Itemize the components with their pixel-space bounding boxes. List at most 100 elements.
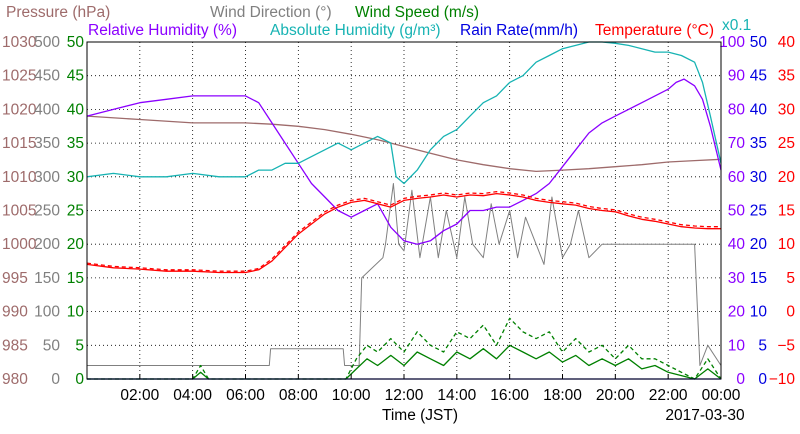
y-tick-label-pressure: 985 [2,337,28,354]
y-tick-label-relative-humidity: 40 [728,236,746,253]
y-tick-label-pressure: 1020 [2,101,37,118]
y-tick-label-relative-humidity: 60 [728,169,746,186]
y-tick-label-pressure: 990 [2,304,28,321]
legend-item: Pressure (hPa) [6,4,110,21]
y-tick-label-wind-speed: 15 [67,270,84,287]
x-axis: 02:00 04:00 06:00 08:00 10:00 12:00 14:00 16:00… [120,374,741,404]
legend: Pressure (hPa) Wind Direction (°) Wind Spe… [6,4,751,39]
y-tick-label-relative-humidity: 80 [728,101,746,118]
y-tick-label-temperature: 15 [778,203,795,220]
y-tick-label-wind-speed: 0 [75,371,84,388]
y-tick-label-wind-direction: 500 [34,34,60,51]
y-tick-label-temperature: 30 [778,101,796,118]
y-tick-label-wind-direction: 200 [34,236,60,253]
legend-item: Wind Direction (°) [210,4,332,21]
series-line-8 [86,190,721,272]
y-tick-label-pressure: 1015 [2,135,36,152]
x-tick-label: 12:00 [385,387,424,404]
y-tick-label-pressure: 995 [2,270,28,287]
y-tick-label-wind-direction: 250 [34,203,60,220]
y-tick-label-relative-humidity: 90 [728,68,746,85]
x-tick-label: 02:00 [120,387,159,404]
y-tick-label-temperature: −5 [777,337,795,354]
y-tick-label-rain-rate: 10 [750,304,768,321]
y-tick-label-temperature: 5 [786,270,795,287]
y-tick-label-wind-direction: 400 [34,101,60,118]
y-tick-label-wind-direction: 350 [34,135,60,152]
y-tick-label-rain-rate: 30 [750,169,768,186]
series-line-3 [87,317,722,380]
y-axes: 9809859909951000100510101015102010251030… [2,34,795,388]
y-tick-label-temperature: 40 [778,34,796,51]
x-tick-label: 00:00 [702,387,741,404]
y-tick-label-wind-direction: 100 [34,304,60,321]
y-tick-label-wind-direction: 0 [51,371,60,388]
y-tick-label-wind-direction: 300 [34,169,60,186]
x-axis-label: Time (JST) [382,407,458,424]
y-tick-label-wind-direction: 50 [43,337,61,354]
y-tick-label-pressure: 1025 [2,68,36,85]
y-tick-label-rain-rate: 5 [758,337,767,354]
plot-grid [87,42,721,379]
y-tick-label-wind-speed: 50 [67,34,85,51]
y-tick-label-pressure: 1030 [2,34,37,51]
y-tick-label-wind-speed: 20 [67,236,85,253]
y-tick-label-relative-humidity: 100 [719,34,745,51]
y-tick-label-temperature: 10 [778,236,796,253]
y-tick-label-relative-humidity: 50 [728,203,746,220]
series-line-4 [86,78,722,245]
y-tick-label-temperature: −10 [769,371,796,388]
x-tick-label: 08:00 [279,387,318,404]
legend-item: Temperature (°C) [595,22,714,39]
y-tick-label-rain-rate: 45 [750,68,767,85]
y-tick-label-wind-direction: 450 [34,68,60,85]
y-tick-label-pressure: 1005 [2,203,36,220]
x-tick-label: 20:00 [596,387,635,404]
y-tick-label-rain-rate: 25 [750,203,767,220]
y-tick-label-wind-speed: 40 [67,101,85,118]
y-tick-label-relative-humidity: 10 [728,337,746,354]
x-tick-label: 14:00 [437,387,476,404]
x-tick-label: 10:00 [332,387,371,404]
y-tick-label-wind-speed: 30 [67,169,85,186]
y-tick-label-temperature: 25 [778,135,795,152]
series-line-0 [86,115,722,173]
y-tick-label-relative-humidity: 0 [736,371,745,388]
y-tick-label-relative-humidity: 70 [728,135,746,152]
series-line-2 [87,344,722,380]
y-tick-label-pressure: 980 [2,371,28,388]
y-tick-label-temperature: 20 [778,169,796,186]
series-line-5 [86,41,722,185]
y-tick-label-wind-speed: 35 [67,135,84,152]
y-tick-label-relative-humidity: 20 [728,304,746,321]
x-tick-label: 22:00 [649,387,688,404]
y-tick-label-wind-speed: 5 [75,337,84,354]
legend-item: Wind Speed (m/s) [355,4,479,21]
y-tick-label-pressure: 1010 [2,169,37,186]
x-tick-label: 16:00 [490,387,529,404]
legend-item: Absolute Humidity (g/m³) [270,22,441,39]
date-label: 2017-03-30 [665,407,745,424]
y-tick-label-wind-direction: 150 [34,270,60,287]
series-line-1 [87,183,722,366]
y-tick-label-wind-speed: 45 [67,68,84,85]
y-tick-label-temperature: 35 [778,68,795,85]
y-tick-label-rain-rate: 50 [750,34,768,51]
multiplier-label: x0.1 [722,17,751,34]
y-tick-label-wind-speed: 25 [67,203,84,220]
y-tick-label-relative-humidity: 30 [728,270,746,287]
legend-item: Relative Humidity (%) [88,22,237,39]
x-tick-label: 06:00 [226,387,265,404]
x-tick-label: 18:00 [543,387,582,404]
y-tick-label-rain-rate: 15 [750,270,767,287]
x-tick-label: 04:00 [173,387,212,404]
y-tick-label-pressure: 1000 [2,236,37,253]
y-tick-label-rain-rate: 0 [758,371,767,388]
series-line-7 [86,192,721,274]
y-tick-label-wind-speed: 10 [67,304,85,321]
y-tick-label-rain-rate: 35 [750,135,767,152]
y-tick-label-rain-rate: 20 [750,236,768,253]
y-tick-label-temperature: 0 [786,304,795,321]
y-tick-label-rain-rate: 40 [750,101,768,118]
